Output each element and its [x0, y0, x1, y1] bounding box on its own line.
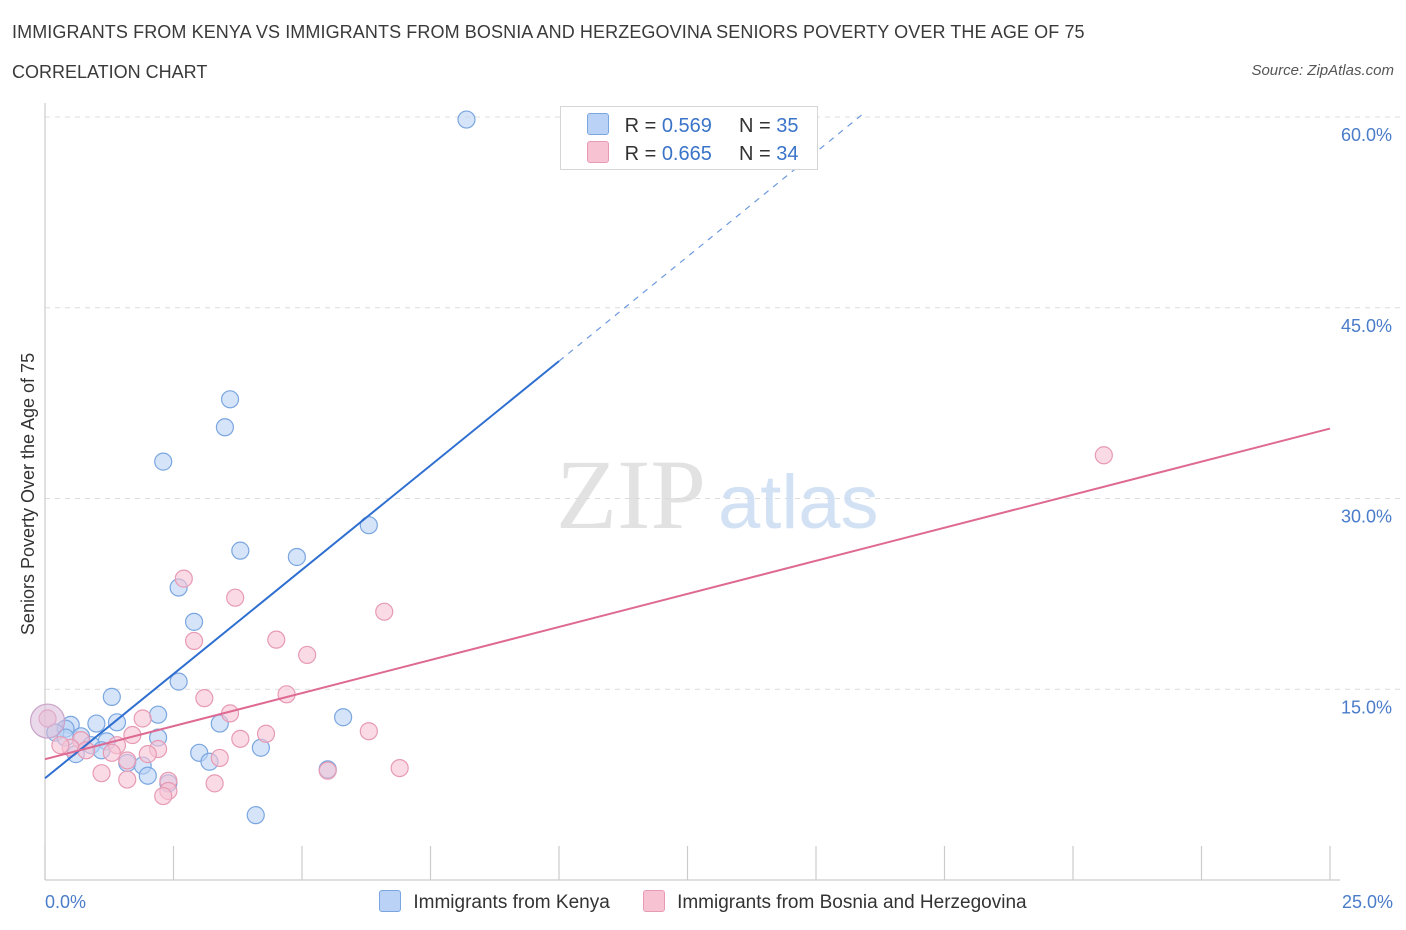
kenya-point — [287, 547, 306, 567]
kenya-point — [457, 110, 476, 129]
legend-label-kenya: Immigrants from Kenya — [413, 892, 610, 913]
watermark-atlas: atlas — [718, 460, 879, 545]
bosnia-point — [226, 588, 245, 607]
kenya-point — [246, 806, 265, 825]
bosnia-point — [205, 774, 224, 793]
kenya-point — [184, 612, 204, 631]
bosnia-point — [277, 685, 296, 704]
bosnia-point — [256, 724, 276, 743]
bosnia-point — [138, 745, 157, 764]
kenya-point — [148, 705, 168, 724]
bosnia-point — [359, 722, 378, 741]
bosnia-point — [1094, 446, 1113, 465]
legend-swatch-kenya — [587, 113, 609, 135]
bosnia-point — [174, 569, 193, 588]
kenya-point — [231, 541, 250, 560]
bosnia-point — [184, 631, 204, 651]
kenya-point — [138, 766, 157, 785]
correlation-legend: R = 0.569 N = 35 R = 0.665 N = 34 — [560, 106, 818, 170]
n-label: N = — [739, 143, 777, 165]
bosnia-point — [231, 729, 250, 748]
bosnia-point — [51, 736, 70, 755]
kenya-point — [334, 708, 353, 727]
chart-title: IMMIGRANTS FROM KENYA VS IMMIGRANTS FROM… — [12, 22, 1085, 42]
n-value: 34 — [776, 143, 799, 165]
legend-item-kenya: Immigrants from Kenya — [379, 890, 610, 914]
r-value: 0.665 — [661, 143, 712, 165]
bosnia-point — [92, 764, 111, 783]
chart-subtitle: CORRELATION CHART — [12, 62, 208, 82]
bosnia-point — [375, 602, 394, 621]
series-legend: Immigrants from Kenya Immigrants from Bo… — [0, 890, 1406, 914]
y-tick-label: 45.0% — [1341, 316, 1392, 336]
kenya-point — [102, 687, 121, 706]
n-value: 35 — [776, 115, 799, 137]
x-tick-label: 0.0% — [45, 892, 86, 912]
r-label: R = — [624, 143, 662, 165]
y-tick-label: 15.0% — [1341, 697, 1392, 717]
legend-row-kenya: R = 0.569 N = 35 — [587, 113, 799, 137]
y-axis-label: Seniors Poverty Over the Age of 75 — [18, 353, 38, 635]
legend-item-bosnia: Immigrants from Bosnia and Herzegovina — [643, 890, 1027, 914]
legend-label-bosnia: Immigrants from Bosnia and Herzegovina — [677, 892, 1027, 913]
watermark-zip: ZIP — [556, 439, 706, 550]
x-tick-label: 25.0% — [1342, 892, 1393, 912]
bosnia-point — [154, 786, 173, 806]
kenya-point — [107, 713, 127, 732]
bosnia-point — [118, 770, 137, 789]
legend-swatch-bosnia — [643, 890, 666, 912]
kenya-trend-line — [44, 360, 560, 780]
bosnia-point — [298, 645, 317, 665]
data-points — [29, 110, 1113, 825]
bosnia-point — [102, 743, 121, 762]
zipatlas-watermark: ZIP atlas — [556, 439, 879, 550]
bosnia-point — [195, 689, 214, 708]
kenya-point — [87, 714, 106, 733]
bosnia-point — [267, 630, 286, 649]
bosnia-point — [118, 751, 137, 770]
kenya-point — [154, 452, 173, 471]
y-tick-label: 30.0% — [1341, 507, 1392, 527]
bosnia-point — [210, 748, 229, 768]
bosnia-point — [133, 709, 152, 728]
n-label: N = — [739, 115, 777, 137]
source-label: Source: ZipAtlas.com — [1251, 62, 1394, 79]
tick-labels: 15.0% 30.0% 45.0% 60.0% 0.0% 25.0% — [45, 125, 1393, 912]
kenya-point — [215, 418, 234, 437]
bosnia-trend-line — [44, 427, 1331, 761]
y-tick-label: 60.0% — [1341, 125, 1392, 145]
overlap-bubble — [29, 703, 66, 739]
bosnia-point — [318, 761, 337, 780]
bosnia-point — [390, 758, 409, 778]
r-label: R = — [624, 115, 662, 137]
r-value: 0.569 — [661, 115, 712, 137]
kenya-point — [220, 390, 240, 409]
legend-swatch-bosnia — [587, 141, 609, 163]
axes — [44, 103, 1340, 881]
legend-swatch-kenya — [379, 890, 402, 912]
kenya-point — [169, 672, 188, 691]
grid-lines — [45, 116, 1400, 690]
legend-row-bosnia: R = 0.665 N = 34 — [587, 141, 799, 165]
